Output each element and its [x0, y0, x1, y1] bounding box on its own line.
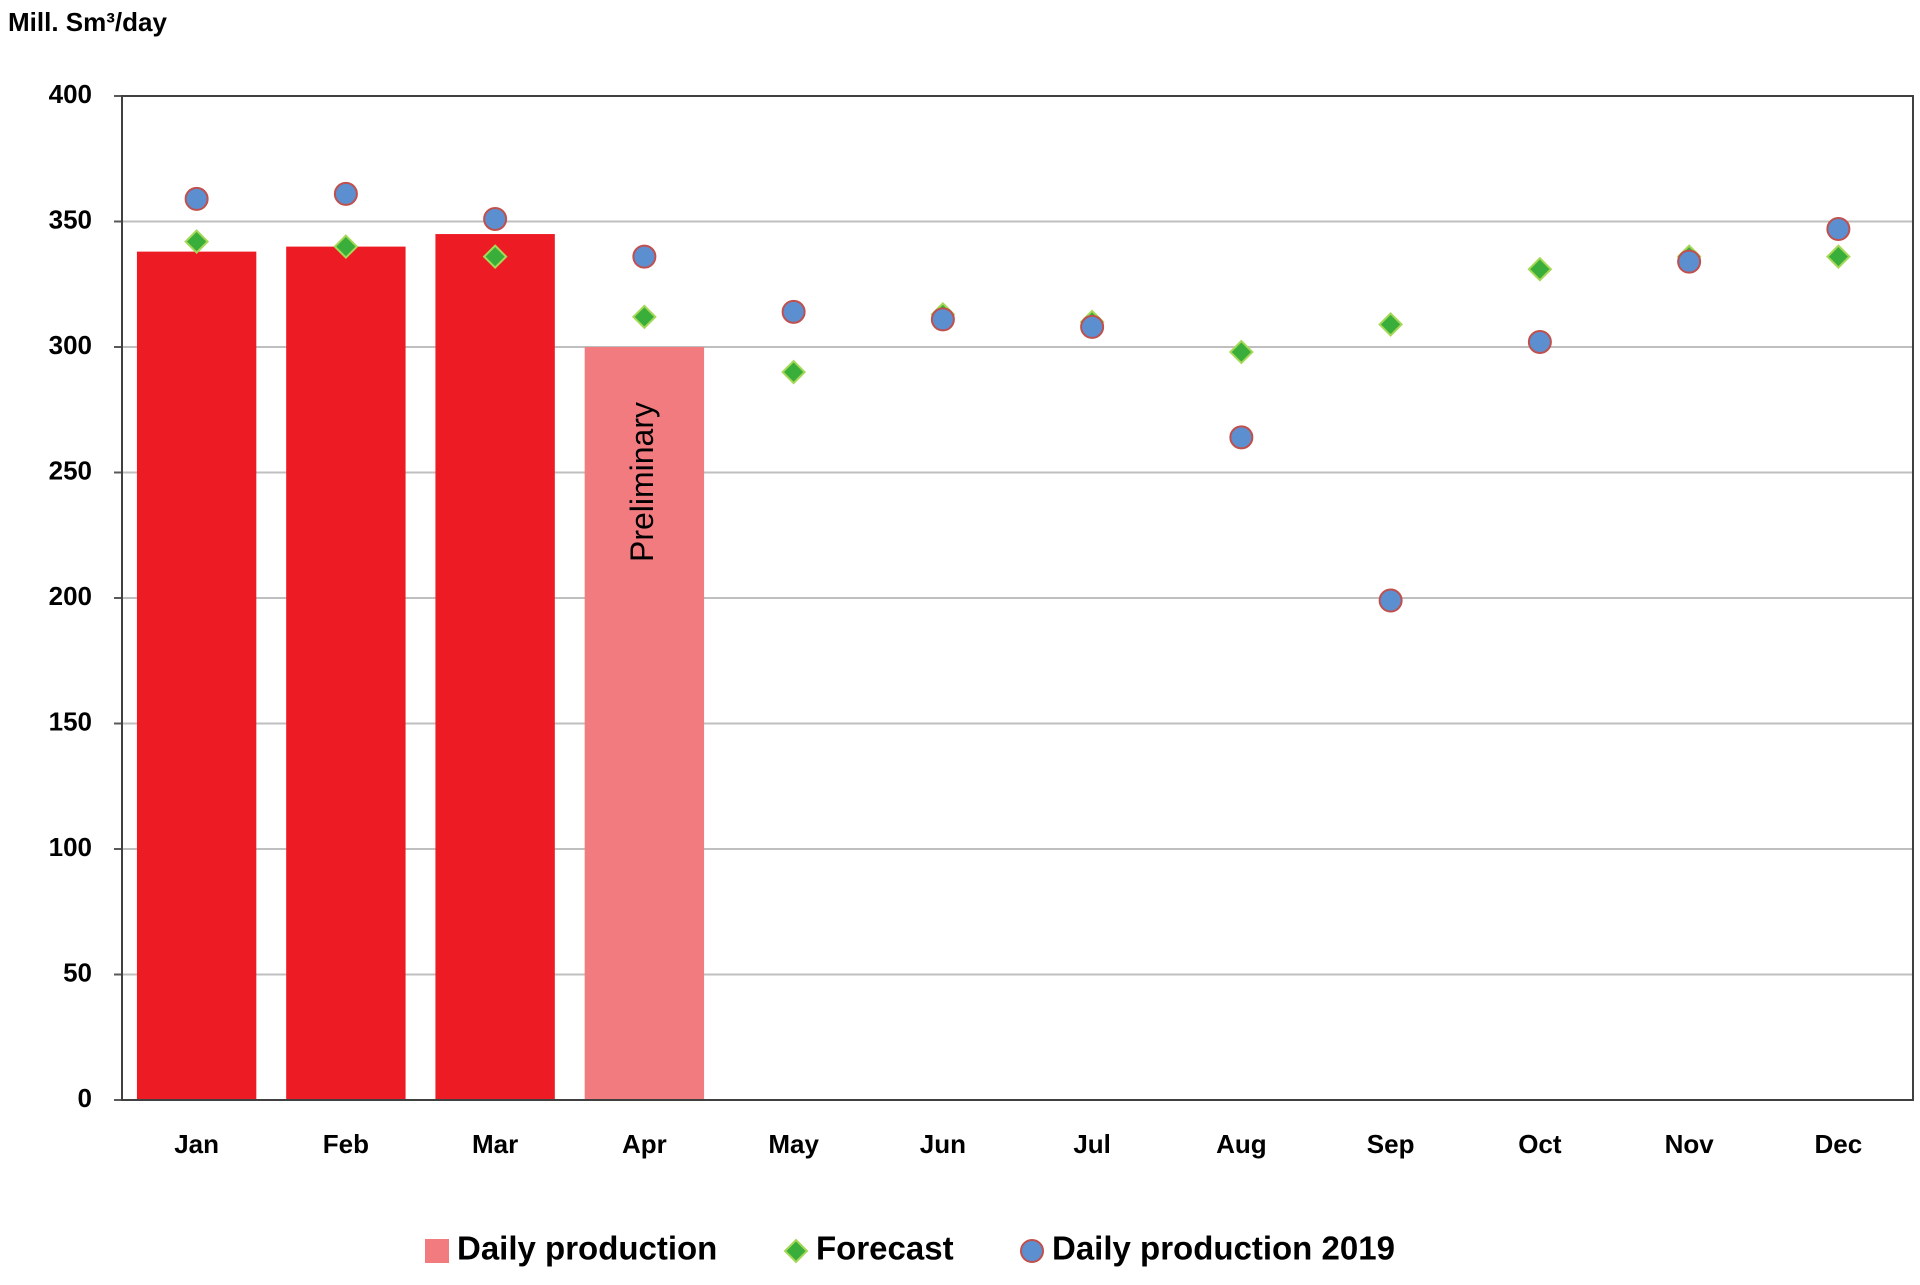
legend-label: Daily production [457, 1230, 717, 1267]
annotation: Preliminary [624, 402, 660, 562]
bar [286, 246, 406, 1101]
y-tick-label: 350 [49, 204, 92, 234]
x-tick-label: Aug [1216, 1129, 1267, 1159]
legend-swatch [425, 1239, 449, 1263]
x-tick-label: Jul [1073, 1129, 1111, 1159]
production-2019-marker [1229, 425, 1254, 450]
y-tick-label: 200 [49, 581, 92, 611]
y-tick-label: 400 [49, 79, 92, 109]
forecast-marker [631, 304, 657, 330]
production-2019-marker [1826, 217, 1851, 242]
production-2019-marker [781, 299, 806, 324]
forecast-marker [1378, 311, 1404, 337]
x-tick-label: Jun [920, 1129, 966, 1159]
forecast-marker [482, 244, 508, 270]
x-tick-label: Sep [1367, 1129, 1415, 1159]
production-2019-marker [632, 244, 657, 269]
forecast-marker [1825, 244, 1851, 270]
y-tick-label: 0 [78, 1083, 92, 1113]
x-tick-label: Apr [622, 1129, 667, 1159]
y-tick-label: 150 [49, 706, 92, 736]
bar [136, 251, 257, 1100]
forecast-marker [333, 234, 359, 260]
x-tick-label: Nov [1665, 1129, 1715, 1159]
production-2019-marker [1080, 314, 1105, 339]
y-axis-title: Mill. Sm³/day [8, 7, 167, 37]
legend-label: Daily production 2019 [1052, 1230, 1395, 1267]
y-tick-label: 100 [49, 832, 92, 862]
y-tick-label: 300 [49, 330, 92, 360]
x-tick-label: Jan [174, 1129, 219, 1159]
forecast-marker [1228, 339, 1254, 365]
forecast-marker [184, 229, 210, 254]
legend-label: Forecast [816, 1230, 954, 1267]
x-tick-label: May [768, 1129, 819, 1159]
legend-swatch [783, 1238, 809, 1264]
y-tick-label: 50 [63, 957, 92, 987]
forecast-marker [1527, 256, 1553, 282]
production-2019-marker [930, 307, 955, 332]
bar [435, 234, 555, 1101]
production-2019-marker [1527, 329, 1552, 354]
x-tick-label: Dec [1815, 1129, 1863, 1159]
production-2019-marker [483, 206, 508, 231]
x-tick-label: Oct [1518, 1129, 1562, 1159]
x-tick-label: Feb [323, 1129, 369, 1159]
production-2019-marker [184, 186, 209, 211]
production-2019-marker [1378, 588, 1403, 613]
production-2019-marker [1677, 249, 1702, 274]
x-tick-label: Mar [472, 1129, 518, 1159]
y-tick-label: 250 [49, 455, 92, 485]
forecast-marker [781, 359, 807, 385]
legend-swatch [1020, 1239, 1044, 1263]
bar [584, 347, 705, 1100]
production-2019-marker [333, 181, 358, 206]
